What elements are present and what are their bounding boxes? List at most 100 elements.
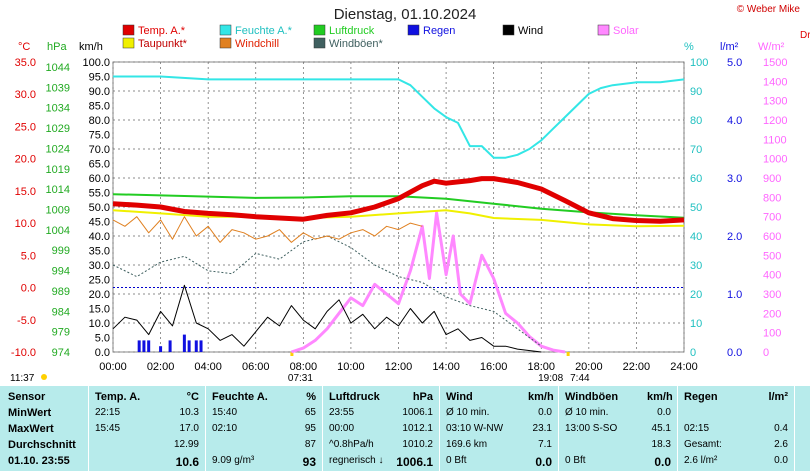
stats-temp-header: Temp. A. — [95, 391, 141, 403]
stats-temp-value: 17.0 — [179, 423, 199, 434]
solar-tick-label: 1300 — [763, 96, 787, 108]
stats-col-humidity — [206, 386, 323, 471]
speed-tick-label: 80.0 — [89, 115, 110, 127]
rain-tick-label: 2.0 — [727, 231, 742, 243]
solar-tick-label: 1100 — [763, 134, 787, 146]
chart-title: Dienstag, 01.10.2024 — [333, 6, 477, 23]
rain-bar — [137, 340, 141, 352]
stats-gusts-value: 45.1 — [651, 423, 671, 434]
pressure-tick-label: 1029 — [46, 123, 70, 135]
stats-rain-value: 2.6 — [774, 439, 788, 450]
rain-bar — [187, 340, 191, 352]
x-tick-label: 12:00 — [385, 361, 413, 373]
series-feuchtea-line — [113, 75, 685, 159]
series-wind-line — [112, 284, 542, 353]
stats-pressure-header: Luftdruck — [329, 391, 380, 403]
rain-bar — [194, 340, 198, 352]
speed-tick-label: 45.0 — [89, 217, 110, 229]
legend-swatch — [597, 24, 610, 36]
weather-chart: Temp. A.* Feuchte A.* Luftdruck Regen Wind So… — [10, 24, 810, 384]
speed-tick-label: 90.0 — [89, 86, 110, 98]
time-left-label: 11:37 — [10, 373, 35, 384]
stats-humidity-value: 93 — [302, 455, 316, 469]
speed-tick-label: 20.0 — [89, 289, 110, 301]
temp-tick-label: -5.0 — [17, 315, 36, 327]
legend-swatch — [313, 24, 326, 36]
rain-tick-label: 3.0 — [727, 173, 742, 185]
stats-humidity-note: 15:40 — [212, 407, 238, 418]
series-tempa-line — [112, 176, 685, 224]
stats-max-label: MaxWert — [8, 423, 54, 435]
temp-tick-label: 20.0 — [15, 154, 36, 166]
solar-tick-label: 1400 — [763, 76, 787, 88]
humidity-tick-label: 100 — [690, 57, 708, 69]
stats-humidity-unit: % — [306, 391, 316, 403]
humidity-tick-label: 70 — [690, 144, 702, 156]
sunrise-label: 07:31 — [288, 373, 313, 384]
speed-tick-label: 15.0 — [89, 304, 110, 316]
stats-pressure-unit: hPa — [412, 391, 433, 403]
pressure-tick-label: 974 — [52, 347, 70, 359]
x-tick-label: 00:00 — [99, 361, 127, 373]
humidity-tick-label: 50 — [690, 202, 702, 214]
humidity-tick-label: 60 — [690, 173, 702, 185]
stats-col-pressure — [323, 386, 440, 471]
temp-tick-label: 30.0 — [15, 89, 36, 101]
time-right-label: 7:44 — [570, 373, 590, 384]
rain-bar — [147, 340, 151, 352]
pressure-tick-label: 994 — [52, 266, 70, 278]
stats-humidity-value: 87 — [304, 439, 316, 450]
x-tick-label: 04:00 — [194, 361, 222, 373]
rain-bar — [199, 340, 203, 352]
stats-gusts-value: 0.0 — [654, 455, 671, 469]
x-tick-label: 16:00 — [480, 361, 508, 373]
copyright-label: © Weber Mike — [736, 4, 800, 15]
temp-tick-label: 5.0 — [21, 250, 36, 262]
stats-pressure-note: 00:00 — [329, 423, 355, 434]
legend-label: Regen — [423, 25, 455, 37]
humidity-tick-label: 40 — [690, 231, 702, 243]
temp-tick-label: 15.0 — [15, 186, 36, 198]
pressure-tick-label: 989 — [52, 286, 70, 298]
pressure-tick-label: 1004 — [46, 225, 70, 237]
stats-rain-value: 0.4 — [774, 423, 788, 434]
stats-pressure-value: 1012.1 — [402, 423, 433, 434]
series-taupunkt-line — [112, 209, 685, 228]
speed-tick-label: 25.0 — [89, 275, 110, 287]
speed-tick-label: 65.0 — [89, 159, 110, 171]
stats-wind-value: 0.0 — [535, 455, 552, 469]
sun-marker — [41, 374, 47, 380]
solar-tick-label: 500 — [763, 250, 781, 262]
statistics-table: Sensor MinWert MaxWert Durchschnitt 01.1… — [0, 386, 810, 471]
speed-tick-label: 100.0 — [82, 57, 110, 69]
speed-tick-label: 0.0 — [95, 347, 110, 359]
stats-humidity-header: Feuchte A. — [212, 391, 268, 403]
stats-sensor-header: Sensor — [8, 391, 46, 403]
rain-unit-label: l/m² — [720, 41, 739, 53]
solar-tick-label: 200 — [763, 308, 781, 320]
rain-tick-label: 5.0 — [727, 57, 742, 69]
solar-tick-label: 800 — [763, 192, 781, 204]
humidity-tick-label: 20 — [690, 289, 702, 301]
legend-swatch — [122, 37, 135, 49]
stats-wind-note: 169.6 km — [446, 439, 488, 450]
stats-wind-note: Ø 10 min. — [446, 407, 490, 418]
solar-tick-label: 600 — [763, 231, 781, 243]
stats-rain-header: Regen — [684, 391, 718, 403]
stats-avg-label: Durchschnitt — [8, 439, 76, 451]
stats-current-label: 01.10. 23:55 — [8, 455, 70, 467]
series-solar-line — [290, 211, 566, 354]
humidity-tick-label: 0 — [690, 347, 696, 359]
x-tick-label: 08:00 — [290, 361, 318, 373]
solar-tick-label: 700 — [763, 212, 781, 224]
stats-gusts-header: Windböen — [565, 391, 619, 403]
legend-label: Temp. A.* — [138, 25, 186, 37]
pressure-tick-label: 1044 — [46, 62, 70, 74]
pressure-tick-label: 999 — [52, 245, 70, 257]
pressure-tick-label: 1039 — [46, 82, 70, 94]
humidity-tick-label: 90 — [690, 86, 702, 98]
rain-tick-label: 4.0 — [727, 115, 742, 127]
legend-label: Wind — [518, 25, 543, 37]
speed-tick-label: 75.0 — [89, 130, 110, 142]
humidity-unit-label: % — [684, 41, 694, 53]
